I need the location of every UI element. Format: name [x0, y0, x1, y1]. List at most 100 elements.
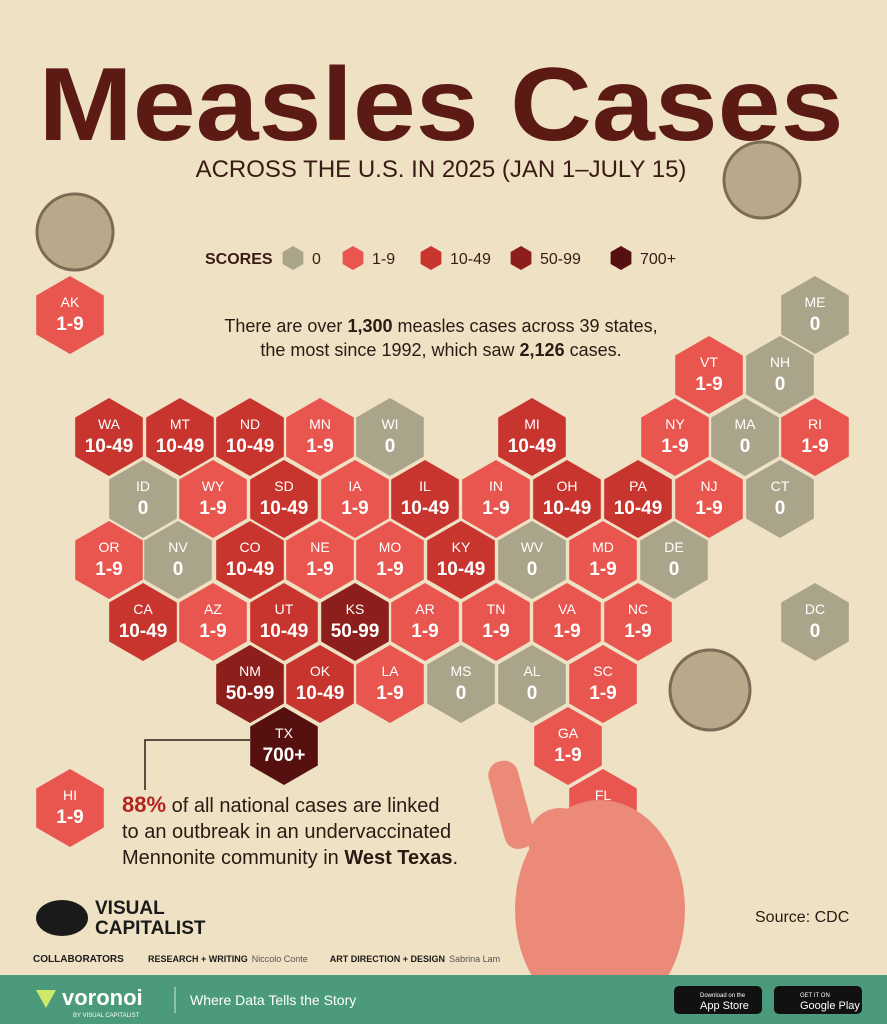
state-abbr: WY: [202, 478, 225, 494]
state-score: 0: [775, 374, 786, 395]
state-abbr: CT: [771, 478, 790, 494]
google-play-button[interactable]: GET IT ON Google Play: [774, 986, 862, 1014]
legend-swatch: [342, 246, 364, 270]
state-hex: NM 50-99: [216, 645, 284, 723]
hex-tile: [356, 521, 424, 599]
hex-tile: [675, 460, 743, 538]
hex-tile: [144, 521, 212, 599]
note-line: the most since 1992, which saw 2,126 cas…: [260, 340, 621, 360]
state-score: 1-9: [341, 498, 368, 519]
note-text: cases.: [565, 340, 622, 360]
state-score: 10-49: [614, 498, 663, 519]
hex-tile: [675, 336, 743, 414]
state-hex: MS 0: [427, 645, 495, 723]
button-caption: GET IT ON: [800, 993, 830, 999]
state-hex: ND 10-49: [216, 398, 284, 476]
hex-tile: [641, 398, 709, 476]
hex-tile: [109, 583, 177, 661]
annotation-text: .: [453, 847, 459, 869]
state-score: 1-9: [376, 683, 403, 704]
state-abbr: FL: [595, 787, 612, 803]
annotation-line: to an outbreak in an undervaccinated: [122, 821, 451, 843]
state-abbr: NM: [239, 663, 261, 679]
app-store-button[interactable]: Download on the App Store: [674, 986, 762, 1014]
button-label: App Store: [700, 1000, 749, 1012]
state-score: 10-49: [401, 498, 450, 519]
hex-tile: [640, 521, 708, 599]
state-score: 10-49: [508, 436, 557, 457]
footer-brand: voronoi: [62, 985, 143, 1010]
state-abbr: TX: [275, 725, 294, 741]
source: Source: CDC: [755, 909, 849, 926]
state-abbr: CO: [240, 539, 261, 555]
state-hex: NC 1-9: [604, 583, 672, 661]
state-score: 0: [527, 559, 538, 580]
hex-tile: [533, 460, 601, 538]
hex-tile: [604, 583, 672, 661]
hex-tile: [216, 398, 284, 476]
state-score: 50-99: [331, 621, 380, 642]
state-abbr: KY: [452, 539, 471, 555]
state-hex: SD 10-49: [250, 460, 318, 538]
note-text: There are over: [224, 316, 347, 336]
hex-tile: [286, 521, 354, 599]
hex-tile: [75, 521, 143, 599]
hex-tile: [462, 460, 530, 538]
state-hex: HI 1-9: [36, 769, 104, 847]
state-hex: ME 0: [781, 276, 849, 354]
state-abbr: NE: [310, 539, 329, 555]
legend-swatch: [282, 246, 304, 270]
state-hex: DC 0: [781, 583, 849, 661]
state-hex: CA 10-49: [109, 583, 177, 661]
state-score: 10-49: [437, 559, 486, 580]
state-score: 1-9: [482, 621, 509, 642]
state-score: 1-9: [589, 683, 616, 704]
credits-label: COLLABORATORS: [33, 954, 124, 965]
state-abbr: AR: [415, 601, 434, 617]
state-abbr: AK: [61, 294, 80, 310]
state-hex: LA 1-9: [356, 645, 424, 723]
state-score: 0: [669, 559, 680, 580]
state-score: 1-9: [801, 436, 828, 457]
logo: VISUAL CAPITALIST: [36, 898, 206, 939]
hex-tile: [462, 583, 530, 661]
state-abbr: VA: [558, 601, 576, 617]
state-score: 0: [385, 436, 396, 457]
legend-label: 700+: [640, 251, 676, 268]
state-abbr: ME: [805, 294, 826, 310]
state-hex: CT 0: [746, 460, 814, 538]
state-score: 0: [527, 683, 538, 704]
state-hex: OH 10-49: [533, 460, 601, 538]
hex-tile: [427, 645, 495, 723]
hex-tile: [498, 398, 566, 476]
annotation-emphasis: West Texas: [344, 847, 452, 869]
hex-tile: [216, 521, 284, 599]
state-hex: IN 1-9: [462, 460, 530, 538]
hex-tile: [427, 521, 495, 599]
state-abbr: IN: [489, 478, 503, 494]
state-abbr: NY: [665, 416, 685, 432]
state-score: 10-49: [119, 621, 168, 642]
hex-tile: [250, 707, 318, 785]
hex-tile: [356, 398, 424, 476]
state-abbr: MO: [379, 539, 402, 555]
state-hex: AR 1-9: [391, 583, 459, 661]
legend-swatch: [510, 246, 532, 270]
legend-title: SCORES: [205, 251, 273, 268]
state-abbr: NV: [168, 539, 188, 555]
state-abbr: MI: [524, 416, 540, 432]
state-abbr: MS: [451, 663, 472, 679]
hex-tile: [533, 583, 601, 661]
hex-tile: [391, 583, 459, 661]
note-figure: 2,126: [520, 340, 565, 360]
hex-tile: [146, 398, 214, 476]
state-abbr: LA: [381, 663, 399, 679]
state-score: 10-49: [226, 436, 275, 457]
state-score: 1-9: [624, 621, 651, 642]
annotation-text: of all national cases are linked: [166, 795, 440, 817]
hex-tile: [498, 521, 566, 599]
state-abbr: NC: [628, 601, 648, 617]
state-hex: KY 10-49: [427, 521, 495, 599]
state-score: 10-49: [85, 436, 134, 457]
state-abbr: SC: [593, 663, 612, 679]
